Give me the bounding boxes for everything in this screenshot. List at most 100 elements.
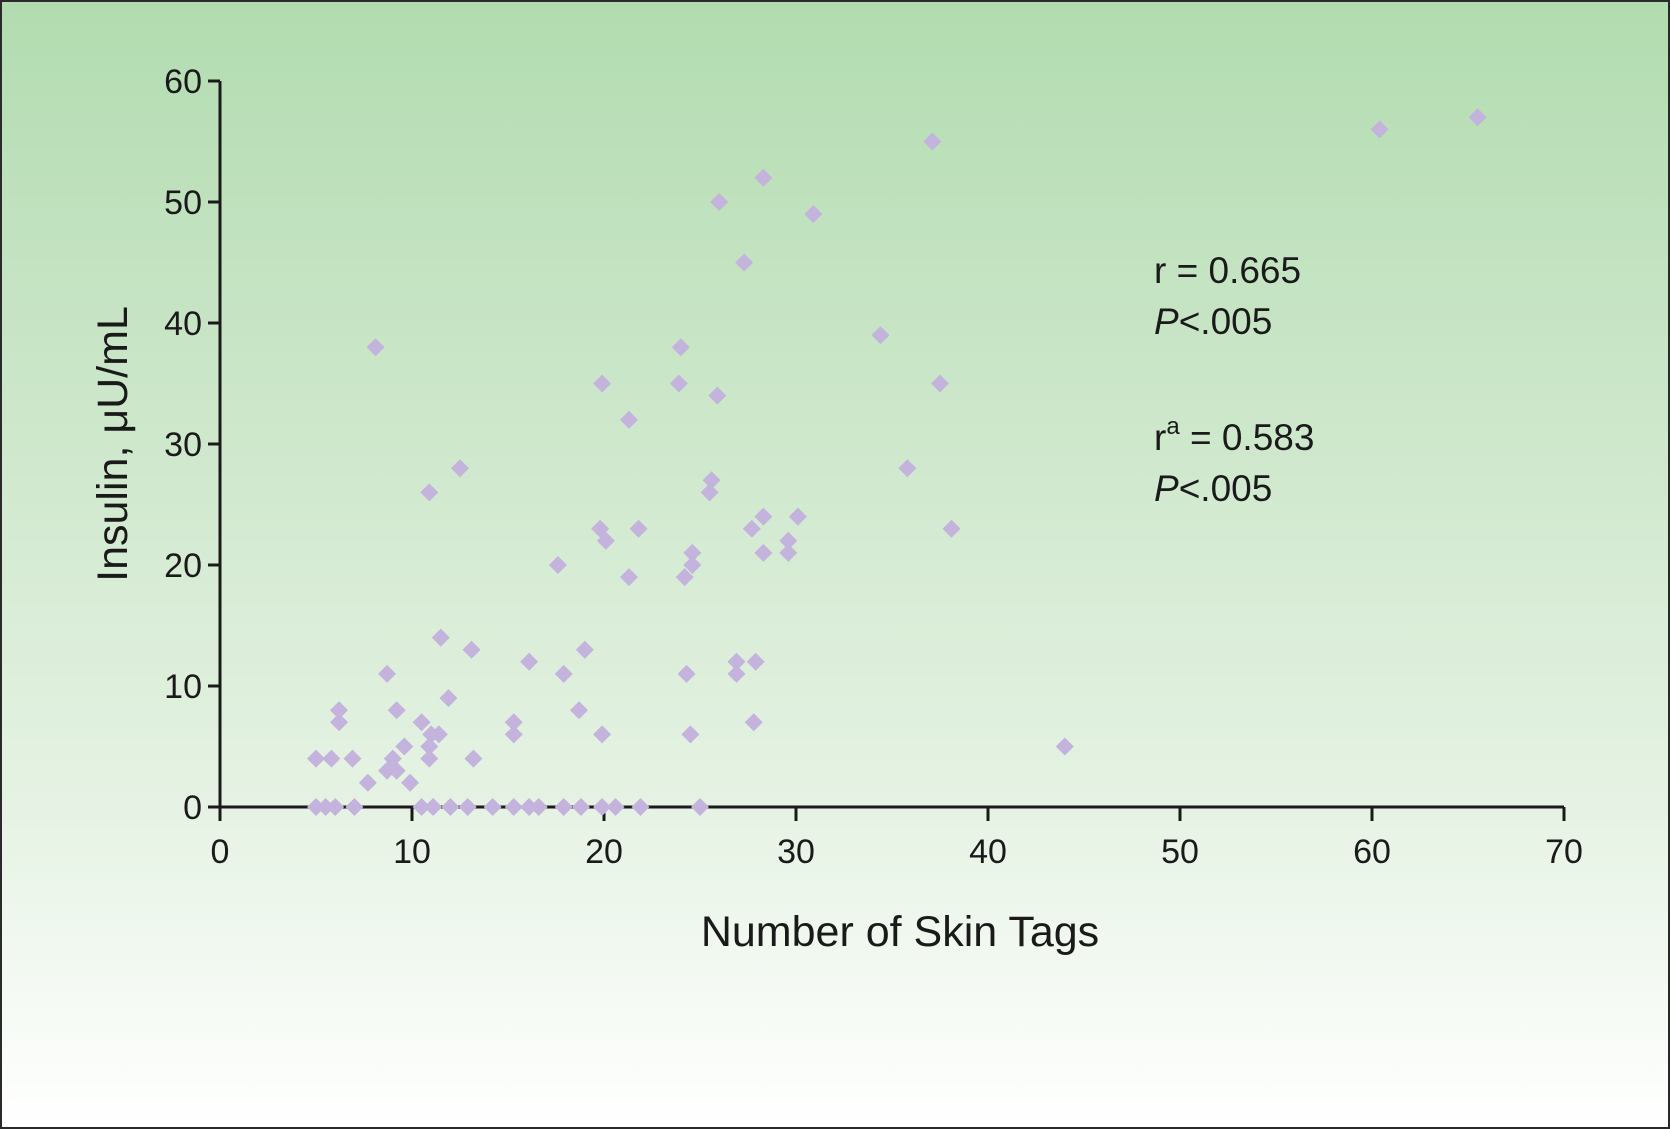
data-point-marker <box>464 749 483 768</box>
annotation-ra: ra = 0.583 P<.005 <box>1154 413 1314 509</box>
annotation-r-line2: P<.005 <box>1154 301 1272 342</box>
data-point-marker <box>702 471 721 490</box>
data-point-marker <box>395 737 414 756</box>
y-axis-label: Insulin, μU/mL <box>89 306 137 582</box>
data-point-marker <box>520 798 539 816</box>
annotation-p-symbol: P <box>1154 301 1179 342</box>
data-point-marker <box>742 519 761 538</box>
data-point-marker <box>754 543 773 562</box>
x-tick-label: 50 <box>1161 833 1199 871</box>
data-point-marker <box>345 798 364 816</box>
data-point-marker <box>593 798 612 816</box>
y-tick-label: 20 <box>164 547 202 585</box>
data-point-marker <box>942 519 961 538</box>
data-point-marker <box>412 798 431 816</box>
data-point-marker <box>700 483 719 502</box>
data-point-marker <box>593 725 612 744</box>
data-point-marker <box>1468 108 1487 127</box>
data-point-marker <box>575 640 594 659</box>
y-tick-label: 40 <box>164 305 202 343</box>
data-point-marker <box>548 556 567 574</box>
y-tick-label: 10 <box>164 668 202 706</box>
data-point-marker <box>412 713 431 732</box>
data-point-marker <box>746 652 765 671</box>
data-point-marker <box>504 713 523 732</box>
data-point-marker <box>671 338 690 357</box>
data-point-marker <box>727 652 746 671</box>
y-tick-label: 30 <box>164 426 202 464</box>
data-point-marker <box>675 568 694 587</box>
data-point-marker <box>754 168 773 187</box>
data-point-marker <box>366 338 385 357</box>
y-tick-label: 60 <box>164 63 202 101</box>
x-ticks: 0 10 20 30 40 50 60 70 <box>211 807 1583 871</box>
annotation-ra-superscript: a <box>1166 413 1180 440</box>
data-point-marker <box>316 798 335 816</box>
data-point-marker <box>358 773 377 792</box>
data-point-marker <box>520 652 539 671</box>
data-point-marker <box>307 798 325 816</box>
x-tick-label: 70 <box>1545 833 1583 871</box>
data-point-marker <box>441 798 460 816</box>
data-point-marker <box>871 326 890 345</box>
data-point-marker <box>387 761 406 780</box>
data-point-marker <box>322 749 341 768</box>
data-points <box>307 108 1487 816</box>
data-point-marker <box>593 374 612 393</box>
data-point-marker <box>330 713 349 732</box>
data-point-marker <box>424 798 443 816</box>
data-point-marker <box>669 374 688 393</box>
annotation-ra-value: = 0.583 <box>1180 417 1315 458</box>
data-point-marker <box>677 664 696 683</box>
annotation-p-value: <.005 <box>1179 301 1273 342</box>
data-point-marker <box>529 798 548 816</box>
annotation-r-line1: r = 0.665 <box>1154 250 1301 291</box>
data-point-marker <box>420 749 439 768</box>
data-point-marker <box>708 386 727 405</box>
x-axis-label: Number of Skin Tags <box>701 908 1099 956</box>
x-tick-label: 60 <box>1353 833 1391 871</box>
data-point-marker <box>691 798 709 816</box>
data-point-marker <box>681 725 700 744</box>
data-point-marker <box>727 664 746 683</box>
x-tick-label: 30 <box>777 833 815 871</box>
data-point-marker <box>779 543 798 562</box>
y-tick-label: 0 <box>183 789 202 827</box>
data-point-marker <box>307 749 325 768</box>
data-point-marker <box>606 798 625 816</box>
data-point-marker <box>683 556 702 574</box>
data-point-marker <box>923 132 942 151</box>
x-tick-label: 0 <box>211 833 230 871</box>
annotation-p-symbol: P <box>1154 468 1179 509</box>
data-point-marker <box>619 568 638 587</box>
data-point-marker <box>629 519 648 538</box>
annotation-p-value: <.005 <box>1179 468 1273 509</box>
x-tick-label: 20 <box>585 833 623 871</box>
y-ticks: 0 10 20 30 40 50 60 <box>164 63 220 827</box>
data-point-marker <box>931 374 949 393</box>
data-point-marker <box>439 689 458 708</box>
data-point-marker <box>754 507 773 526</box>
data-point-marker <box>744 713 763 732</box>
data-point-marker <box>431 628 450 647</box>
data-point-marker <box>330 701 349 720</box>
data-point-marker <box>429 725 448 744</box>
data-point-marker <box>343 749 362 768</box>
data-point-marker <box>458 798 477 816</box>
data-point-marker <box>387 701 406 720</box>
data-point-marker <box>596 531 615 550</box>
annotation-ra-line1: ra = 0.583 <box>1154 413 1314 458</box>
data-point-marker <box>788 507 807 526</box>
data-point-marker <box>1055 737 1074 756</box>
y-tick-label: 50 <box>164 184 202 222</box>
annotation-ra-line2: P<.005 <box>1154 468 1272 509</box>
data-point-marker <box>735 253 754 272</box>
data-point-marker <box>710 193 729 211</box>
x-tick-label: 40 <box>969 833 1007 871</box>
data-point-marker <box>378 664 397 683</box>
data-point-marker <box>554 798 573 816</box>
data-point-marker <box>420 737 439 756</box>
data-point-marker <box>483 798 502 816</box>
